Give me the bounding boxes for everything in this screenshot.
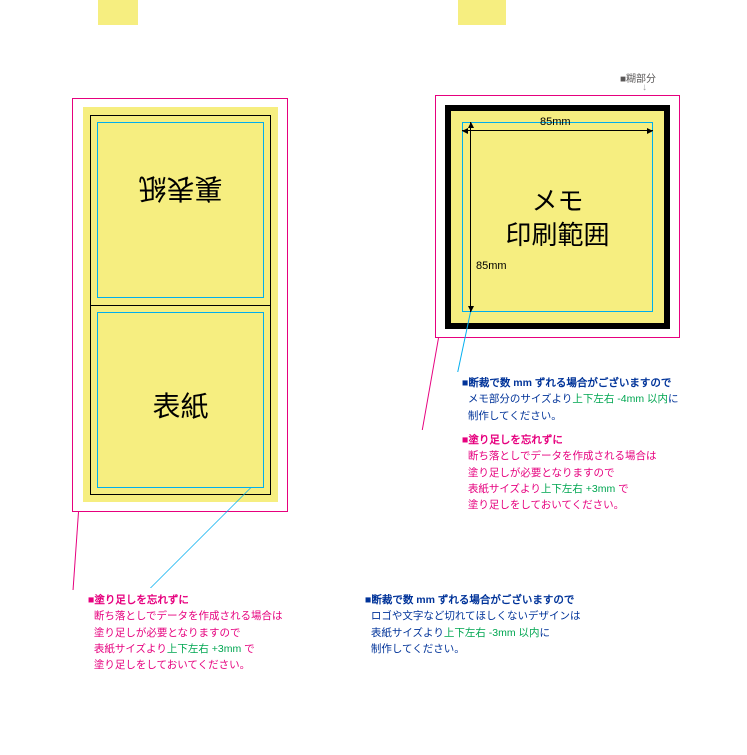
- cover-back-label: 裏表紙: [97, 170, 264, 210]
- dim-width-arrow: [462, 130, 653, 131]
- tab-left: [98, 0, 138, 25]
- note-memo-safe-h: ■断裁で数 mm ずれる場合がございますので: [462, 377, 671, 389]
- note-memo-bleed-h: ■塗り足しを忘れずに: [462, 434, 563, 446]
- t: 塗り足しが必要となりますので: [468, 467, 615, 479]
- t: に: [540, 627, 551, 639]
- note-cover-bleed: ■塗り足しを忘れずに 断ち落としでデータを作成される場合は 塗り足しが必要となり…: [88, 592, 348, 673]
- tab-right: [458, 0, 506, 25]
- t: 塗り足しが必要となりますので: [94, 627, 241, 639]
- t: 制作してください。: [468, 410, 562, 422]
- t: 表紙サイズより: [94, 643, 167, 655]
- t: 制作してください。: [371, 643, 465, 655]
- memo-label: メモ 印刷範囲: [462, 185, 653, 253]
- dim-height-label: 85mm: [476, 260, 507, 272]
- t: メモ部分のサイズより: [468, 393, 572, 405]
- t: 断ち落としでデータを作成される場合は: [468, 450, 657, 462]
- glue-arrow-icon: ↓: [642, 82, 647, 93]
- t: で: [615, 483, 628, 495]
- note-cover-safe: ■断裁で数 mm ずれる場合がございますので ロゴや文字など切れてほしくないデザ…: [365, 592, 665, 657]
- memo-label-l1: メモ: [531, 187, 583, 216]
- note-memo-safe: ■断裁で数 mm ずれる場合がございますので メモ部分のサイズより上下左右 -4…: [462, 375, 722, 424]
- memo-label-l2: 印刷範囲: [505, 221, 609, 250]
- leader-memo-bleed: [422, 338, 439, 430]
- t: に: [668, 393, 679, 405]
- t: 上下左右 -4mm 以内: [572, 393, 668, 405]
- note-memo-bleed: ■塗り足しを忘れずに 断ち落としでデータを作成される場合は 塗り足しが必要となり…: [462, 432, 722, 513]
- cover-fold-line: [90, 305, 271, 306]
- note-cover-bleed-h: ■塗り足しを忘れずに: [88, 594, 189, 606]
- t: ロゴや文字など切れてほしくないデザインは: [371, 610, 581, 622]
- t: 塗り足しをしておいてください。: [468, 499, 624, 511]
- t: 上下左右 -3mm 以内: [444, 627, 540, 639]
- note-cover-safe-h: ■断裁で数 mm ずれる場合がございますので: [365, 594, 574, 606]
- t: 断ち落としでデータを作成される場合は: [94, 610, 283, 622]
- dim-height-arrow: [470, 122, 471, 312]
- glue-label: ■糊部分: [620, 70, 656, 85]
- cover-front-label: 表紙: [97, 385, 264, 425]
- t: で: [241, 643, 254, 655]
- dim-width-label: 85mm: [540, 116, 571, 128]
- t: 上下左右 +3mm: [167, 643, 241, 655]
- t: 上下左右 +3mm: [541, 483, 615, 495]
- t: 塗り足しをしておいてください。: [94, 659, 250, 671]
- t: 表紙サイズより: [371, 627, 444, 639]
- t: 表紙サイズより: [468, 483, 541, 495]
- leader-cover-bleed: [73, 512, 79, 590]
